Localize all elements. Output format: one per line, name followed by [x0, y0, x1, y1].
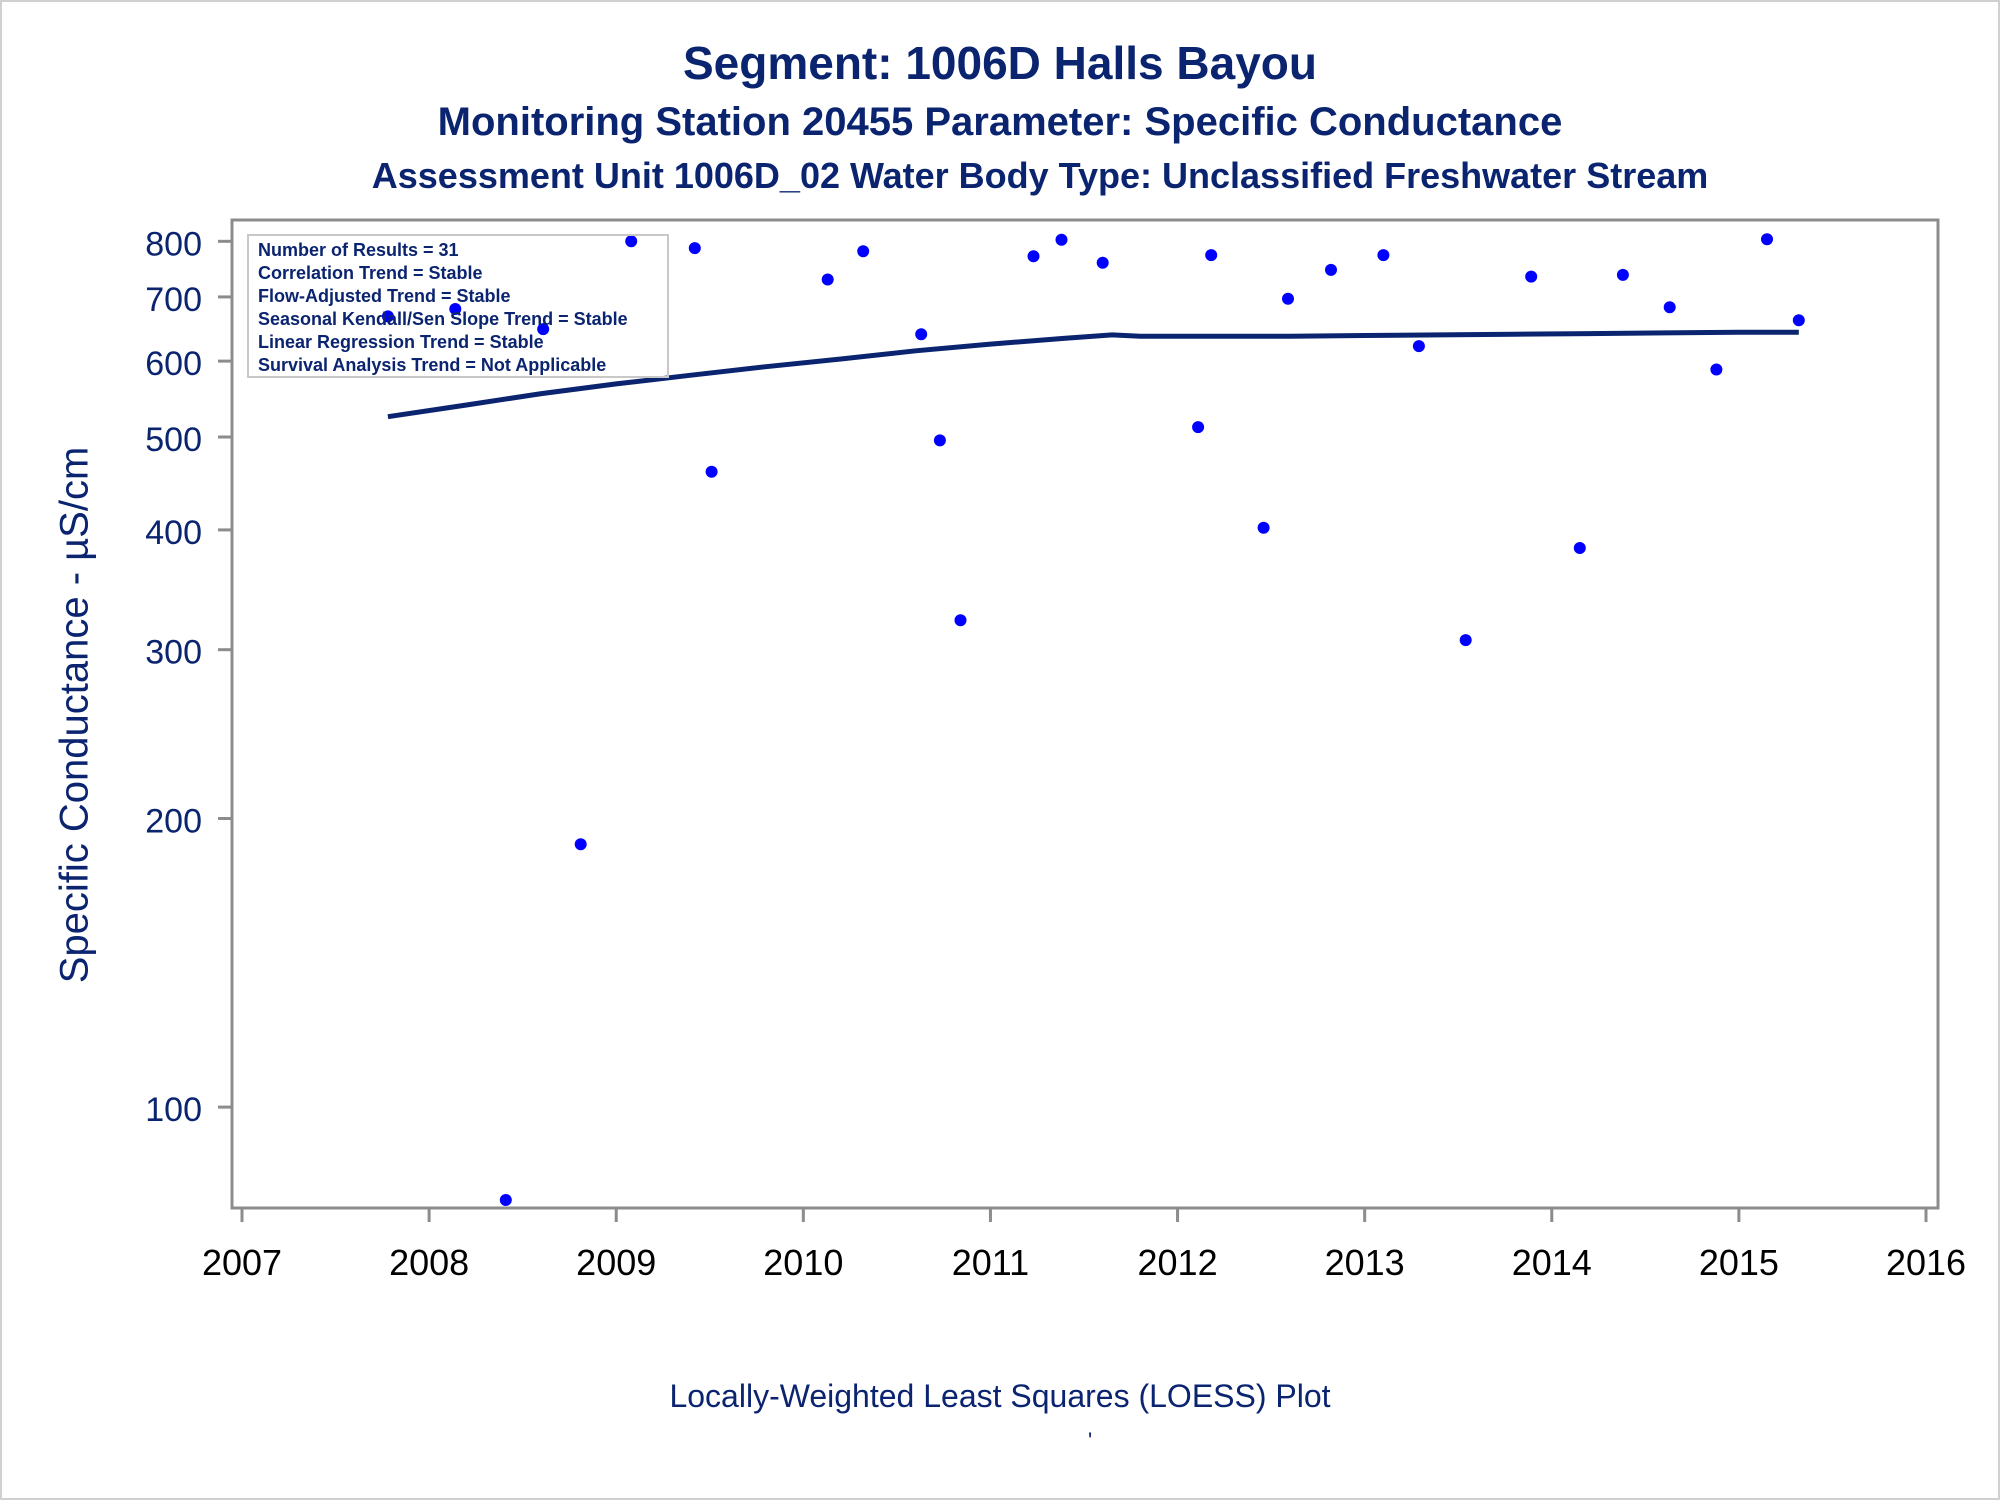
y-tick-label: 300 — [145, 634, 202, 672]
data-point — [1205, 249, 1218, 262]
data-point — [449, 303, 462, 315]
data-point — [1377, 249, 1390, 262]
data-point — [1663, 301, 1676, 314]
chart-subtitle-2: Assessment Unit 1006D_02 Water Body Type… — [371, 155, 1709, 196]
chart-title: Segment: 1006D Halls Bayou — [682, 37, 1317, 89]
data-point — [857, 245, 870, 258]
stats-line: Number of Results = 31 — [258, 240, 459, 260]
y-axis: 100 200 300 400 500 600 700 800 — [145, 225, 232, 1129]
x-axis: 2007 2008 2009 2010 2011 2012 2013 2014 2015 2016 — [202, 1208, 1966, 1283]
data-point — [1616, 268, 1629, 281]
plot-footnote: Locally-Weighted Least Squares (LOESS) P… — [669, 1378, 1331, 1414]
data-point — [574, 838, 587, 851]
y-tick-label: 800 — [145, 225, 202, 263]
x-tick-label: 2010 — [763, 1242, 843, 1283]
data-point — [1761, 233, 1773, 246]
stats-legend-box: Number of Results = 31 Correlation Trend … — [247, 234, 669, 378]
data-point — [1459, 634, 1472, 647]
data-point — [381, 310, 394, 323]
x-tick-label: 2008 — [389, 1242, 469, 1283]
x-tick-label: 2011 — [952, 1242, 1029, 1283]
stats-box-border — [247, 234, 669, 378]
data-point — [915, 328, 928, 341]
y-tick-label: 400 — [145, 514, 202, 552]
y-tick-label: 100 — [145, 1091, 202, 1129]
data-point — [1027, 250, 1040, 263]
y-tick-label: 600 — [145, 345, 202, 383]
x-tick-label: 2009 — [576, 1242, 656, 1283]
data-point — [1792, 314, 1805, 327]
data-points — [381, 233, 1805, 1206]
plot-area — [230, 218, 1940, 1210]
data-point — [1257, 521, 1270, 534]
stats-line: Survival Analysis Trend = Not Applicable — [258, 355, 606, 375]
x-tick-label: 2015 — [1699, 1242, 1779, 1283]
data-point — [1282, 292, 1294, 305]
data-point — [954, 614, 967, 627]
footnote-mark: ' — [1088, 1428, 1093, 1453]
stats-line: Flow-Adjusted Trend = Stable — [258, 286, 511, 306]
x-tick-label: 2014 — [1512, 1242, 1592, 1283]
data-point — [1573, 542, 1586, 554]
x-tick-label: 2007 — [202, 1242, 282, 1283]
y-tick-label: 500 — [145, 421, 202, 459]
data-point — [1192, 421, 1205, 434]
stats-line: Correlation Trend = Stable — [258, 263, 483, 283]
data-point — [625, 235, 638, 248]
x-tick-label: 2016 — [1886, 1242, 1966, 1283]
data-point — [821, 273, 834, 286]
data-point — [1055, 233, 1068, 246]
data-point — [1525, 270, 1538, 283]
data-point — [705, 465, 718, 478]
data-point — [1096, 256, 1109, 269]
chart-subtitle: Monitoring Station 20455 Parameter: Spec… — [437, 100, 1563, 144]
y-tick-label: 700 — [145, 281, 202, 319]
stats-line: Seasonal Kendall/Sen Slope Trend = Stabl… — [258, 309, 628, 329]
data-point — [499, 1194, 512, 1206]
x-tick-label: 2012 — [1138, 1242, 1218, 1283]
data-point — [933, 434, 946, 447]
x-tick-label: 2013 — [1325, 1242, 1405, 1283]
data-point — [1412, 340, 1425, 353]
stats-line: Linear Regression Trend = Stable — [258, 332, 544, 352]
data-point — [537, 323, 550, 336]
data-point — [1325, 263, 1337, 276]
data-point — [688, 242, 701, 255]
y-tick-label: 200 — [145, 803, 202, 841]
loess-trend-line — [387, 329, 1799, 420]
data-point — [1710, 363, 1723, 376]
